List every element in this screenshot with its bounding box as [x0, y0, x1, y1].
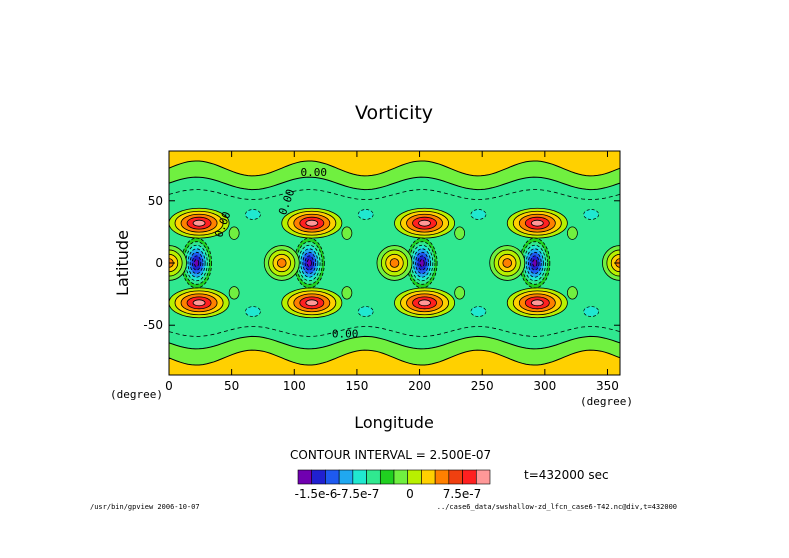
cyan-spot-2-0 [470, 209, 487, 220]
cyan-spot-1-1 [357, 306, 374, 317]
colorbar-label-3: 7.5e-7 [443, 487, 481, 501]
positive-vortex-3-1-level-4 [530, 299, 544, 307]
colorbar-labels: -1.5e-6 -7.5e-7 0 7.5e-7 [295, 487, 482, 501]
colorbar-swatch-11 [448, 469, 463, 485]
cyan-spot-3-0 [583, 209, 600, 220]
x-axis-ticks: 0 50 100 150 200 250 300 350 [165, 151, 619, 393]
equatorial-lobe-1 [263, 245, 300, 281]
colorbar-swatch-5 [366, 469, 381, 485]
positive-vortex-1-0-level-4 [305, 219, 319, 227]
positive-vortex-1-1 [281, 287, 343, 319]
y-tick-label--50: -50 [143, 318, 163, 332]
green-spot-2-2 [454, 226, 466, 240]
colorbar-swatch-8 [407, 469, 422, 485]
negative-core-0-level-6 [194, 259, 200, 267]
green-spot-3-3 [567, 286, 578, 300]
y-axis-label: Latitude [113, 230, 132, 296]
x-tick-label-250: 250 [471, 379, 494, 393]
cyan-spot-3-1 [583, 306, 600, 317]
positive-vortex-2-0 [394, 207, 456, 239]
negative-core-1-level-6 [306, 259, 312, 267]
green-spot-0-3 [228, 286, 240, 300]
contour-bands [169, 151, 620, 375]
negative-core-2 [406, 237, 438, 289]
positive-vortex-3-1 [506, 287, 568, 319]
contour-interval-label: CONTOUR INTERVAL = 2.500E-07 [290, 448, 491, 462]
vortex-features [169, 207, 620, 319]
colorbar-swatch-3 [338, 469, 354, 485]
positive-vortex-0-1 [169, 287, 230, 319]
green-spot-0-2 [228, 226, 240, 240]
green-spot-1-2 [341, 226, 353, 240]
colorbar-swatch-13 [475, 469, 491, 485]
colorbar-swatch-12 [462, 469, 477, 485]
colorbar-label-0: -1.5e-6 [295, 487, 338, 501]
colorbar-swatch-4 [352, 469, 367, 485]
colorbar-label-1: -7.5e-7 [337, 487, 380, 501]
cyan-spot-0-1 [245, 306, 261, 317]
colorbar [297, 469, 491, 485]
equatorial-lobe-3 [489, 245, 526, 281]
contour-label-3: 0.00 [332, 328, 359, 341]
positive-vortex-3-0 [506, 207, 568, 239]
south-polar-band [169, 349, 620, 375]
negative-core-2-level-6 [419, 259, 425, 267]
y-tick-label-50: 50 [148, 194, 163, 208]
positive-vortex-3-0-level-4 [530, 219, 544, 227]
green-spot-2-3 [454, 286, 466, 300]
colorbar-swatch-10 [434, 469, 450, 485]
x-axis-label: Longitude [354, 413, 434, 432]
footer-right: ../case6_data/swshallow-zd_lfcn_case6-T4… [437, 503, 677, 511]
negative-core-3-level-6 [532, 259, 538, 267]
contour-plot-area [169, 151, 620, 375]
y-tick-label-0: 0 [155, 256, 163, 270]
positive-vortex-2-0-level-4 [418, 219, 431, 227]
green-spot-1-3 [341, 286, 353, 300]
positive-vortex-0-0 [169, 207, 230, 239]
colorbar-swatch-1 [311, 469, 326, 485]
positive-vortex-2-1 [394, 287, 456, 319]
negative-core-0 [181, 237, 212, 289]
time-label: t=432000 sec [524, 468, 609, 482]
colorbar-swatch-6 [379, 469, 395, 485]
x-tick-label-300: 300 [533, 379, 556, 393]
colorbar-swatch-0 [297, 469, 313, 485]
colorbar-swatch-7 [393, 469, 409, 485]
x-tick-label-100: 100 [283, 379, 306, 393]
x-tick-label-200: 200 [408, 379, 431, 393]
footer-left: /usr/bin/gpview 2006-10-07 [90, 503, 200, 511]
north-polar-band [169, 151, 620, 177]
equatorial-lobe-2-level-3 [389, 258, 400, 268]
positive-vortex-0-0-level-4 [192, 219, 206, 227]
x-tick-label-150: 150 [345, 379, 368, 393]
x-axis-unit-left: (degree) [110, 388, 163, 401]
contour-label-0: 0.00 [301, 166, 328, 179]
equatorial-lobe-2 [376, 245, 413, 281]
positive-vortex-1-1-level-4 [305, 299, 319, 307]
cyan-spot-2-1 [470, 306, 487, 317]
y-axis-ticks: -50 0 50 [143, 194, 620, 332]
x-tick-label-0: 0 [165, 379, 173, 393]
positive-vortex-1-0 [281, 207, 343, 239]
positive-vortex-2-1-level-4 [418, 299, 431, 307]
positive-vortex-0-1-level-4 [192, 299, 206, 307]
colorbar-swatch-9 [421, 469, 436, 485]
x-tick-label-350: 350 [596, 379, 619, 393]
colorbar-label-2: 0 [406, 487, 414, 501]
negative-core-1 [293, 237, 325, 289]
cyan-spot-0-0 [245, 209, 261, 220]
colorbar-swatch-2 [325, 469, 340, 485]
cyan-spot-1-0 [357, 209, 374, 220]
x-tick-label-50: 50 [224, 379, 239, 393]
equatorial-lobe-1-level-3 [276, 258, 287, 268]
x-axis-unit-right: (degree) [580, 395, 633, 408]
green-spot-3-2 [567, 226, 578, 240]
chart-title: Vorticity [355, 102, 433, 124]
equatorial-lobe-3-level-3 [502, 258, 513, 268]
negative-core-3 [519, 237, 551, 289]
